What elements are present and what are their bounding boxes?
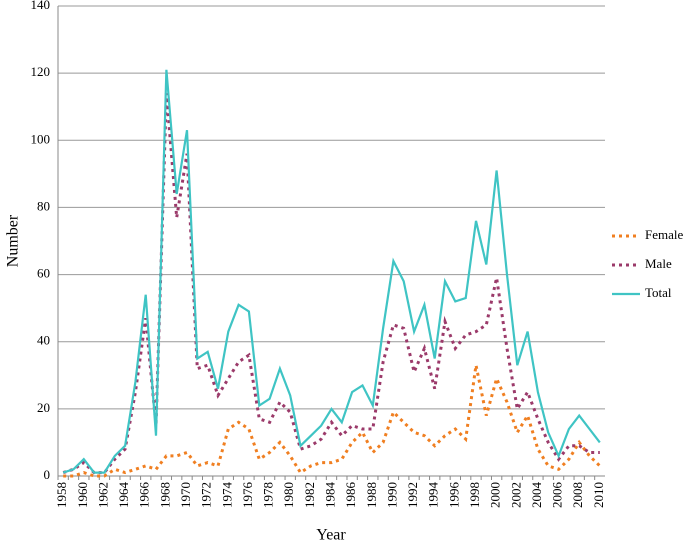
series-line <box>62 93 600 475</box>
x-tick-label: 1962 <box>95 482 110 508</box>
x-tick-label: 1964 <box>116 482 131 509</box>
x-tick-label: 2010 <box>591 482 606 508</box>
y-tick-label: 100 <box>31 131 51 146</box>
x-tick-label: 2004 <box>529 482 544 509</box>
y-tick-label: 0 <box>44 467 51 482</box>
y-tick-label: 120 <box>31 64 51 79</box>
legend-label: Female <box>645 227 683 242</box>
x-tick-label: 1996 <box>446 482 461 509</box>
x-tick-label: 1972 <box>199 482 214 508</box>
y-tick-label: 80 <box>37 198 50 213</box>
legend-label: Total <box>645 285 672 300</box>
legend-label: Male <box>645 256 672 271</box>
series-line <box>63 364 601 478</box>
series-line <box>62 69 601 474</box>
x-tick-label: 1974 <box>219 482 234 509</box>
x-tick-label: 2002 <box>508 482 523 508</box>
x-tick-label: 1968 <box>157 482 172 508</box>
x-tick-label: 1994 <box>426 482 441 509</box>
y-tick-label: 40 <box>37 333 50 348</box>
x-tick-label: 1982 <box>302 482 317 508</box>
x-tick-label: 1960 <box>75 482 90 508</box>
x-tick-label: 2006 <box>550 482 565 509</box>
y-tick-label: 140 <box>31 0 51 12</box>
x-tick-label: 1992 <box>405 482 420 508</box>
x-tick-label: 1986 <box>343 482 358 509</box>
x-tick-label: 1970 <box>178 482 193 508</box>
x-tick-label: 1980 <box>281 482 296 508</box>
x-axis-label: Year <box>316 527 346 544</box>
x-tick-label: 1978 <box>261 482 276 508</box>
x-tick-label: 2000 <box>488 482 503 508</box>
x-tick-label: 1988 <box>364 482 379 508</box>
x-tick-label: 1976 <box>240 482 255 509</box>
x-tick-label: 1998 <box>467 482 482 508</box>
y-tick-label: 20 <box>37 400 50 415</box>
x-tick-label: 1958 <box>54 482 69 508</box>
x-tick-label: 1984 <box>322 482 337 509</box>
x-tick-label: 1990 <box>384 482 399 508</box>
y-tick-label: 60 <box>37 266 50 281</box>
x-tick-label: 1966 <box>137 482 152 509</box>
x-tick-label: 2008 <box>570 482 585 508</box>
y-axis-label: Number <box>5 214 22 267</box>
